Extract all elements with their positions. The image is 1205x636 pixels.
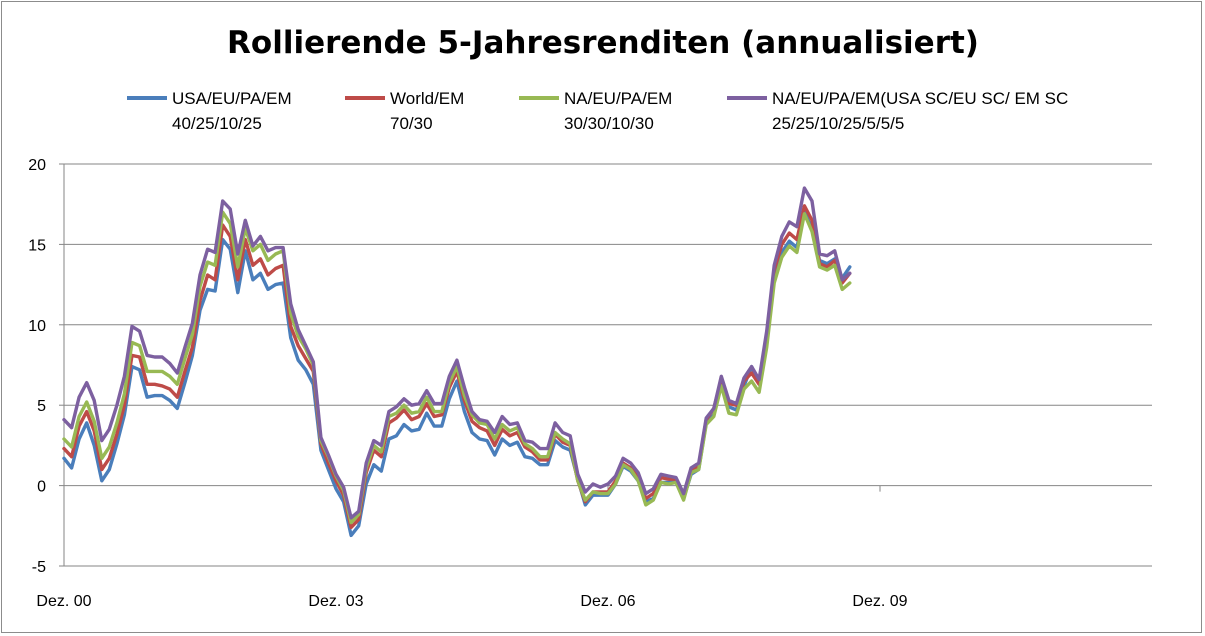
y-tick-label: 0 [37, 479, 46, 496]
y-tick-label: 10 [28, 318, 46, 335]
legend-label-line2: 30/30/10/30 [564, 114, 654, 133]
y-axis-tick-labels: -5 0 5 10 15 20 [28, 157, 46, 576]
legend-label-line2: 70/30 [390, 114, 433, 133]
chart-title: Rollierende 5-Jahresrenditen (annualisie… [227, 25, 979, 61]
series-lines [62, 186, 852, 538]
legend-label-line2: 25/25/10/25/5/5/5 [772, 114, 904, 133]
series-line-4 [62, 186, 852, 520]
legend-label: USA/EU/PA/EM [172, 89, 292, 108]
y-tick-label: 15 [28, 237, 46, 254]
legend-label: NA/EU/PA/EM(USA SC/EU SC/ EM SC [772, 89, 1068, 108]
y-tick-label: 20 [28, 157, 46, 174]
legend-label: NA/EU/PA/EM [564, 89, 672, 108]
x-tick-label: Dez. 00 [36, 593, 91, 610]
x-axis: Dez. 00 Dez. 03 Dez. 06 Dez. 09 [36, 164, 1152, 610]
y-tick-label: 5 [37, 398, 46, 415]
x-tick-label: Dez. 03 [308, 593, 363, 610]
legend-label-line2: 40/25/10/25 [172, 114, 262, 133]
series-line-3 [62, 210, 852, 525]
x-tick-label: Dez. 09 [852, 593, 907, 610]
y-tick-label: -5 [32, 559, 46, 576]
x-tick-label: Dez. 06 [580, 593, 635, 610]
legend: USA/EU/PA/EM 40/25/10/25 World/EM 70/30 NA/E… [127, 89, 1068, 133]
legend-label: World/EM [390, 89, 464, 108]
